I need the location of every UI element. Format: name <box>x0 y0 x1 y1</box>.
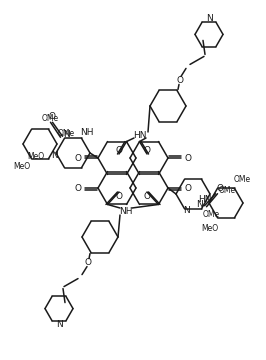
Text: O: O <box>143 192 151 201</box>
Text: N: N <box>63 130 70 139</box>
Text: MeO: MeO <box>201 224 218 233</box>
Text: OMe: OMe <box>202 210 219 219</box>
Text: OMe: OMe <box>42 114 59 123</box>
Text: N: N <box>196 200 203 209</box>
Text: O: O <box>48 112 55 121</box>
Text: HN: HN <box>198 194 212 203</box>
Text: N: N <box>206 14 212 23</box>
Text: MeO: MeO <box>13 162 30 171</box>
Text: O: O <box>185 184 192 193</box>
Text: OMe: OMe <box>234 175 251 184</box>
Text: NH: NH <box>80 128 93 137</box>
Text: O: O <box>185 153 192 162</box>
Text: N: N <box>56 320 62 329</box>
Text: MeO: MeO <box>27 152 44 161</box>
Text: O: O <box>216 184 223 193</box>
Text: O: O <box>85 258 92 267</box>
Text: N: N <box>183 206 190 215</box>
Text: O: O <box>115 145 123 154</box>
Text: O: O <box>143 145 151 154</box>
Text: NH: NH <box>119 207 133 216</box>
Text: O: O <box>115 192 123 201</box>
Text: O: O <box>74 184 81 193</box>
Text: O: O <box>74 153 81 162</box>
Text: OMe: OMe <box>219 186 236 195</box>
Text: OMe: OMe <box>57 129 74 138</box>
Text: N: N <box>51 150 57 159</box>
Text: HN: HN <box>133 131 147 140</box>
Text: O: O <box>177 76 184 85</box>
